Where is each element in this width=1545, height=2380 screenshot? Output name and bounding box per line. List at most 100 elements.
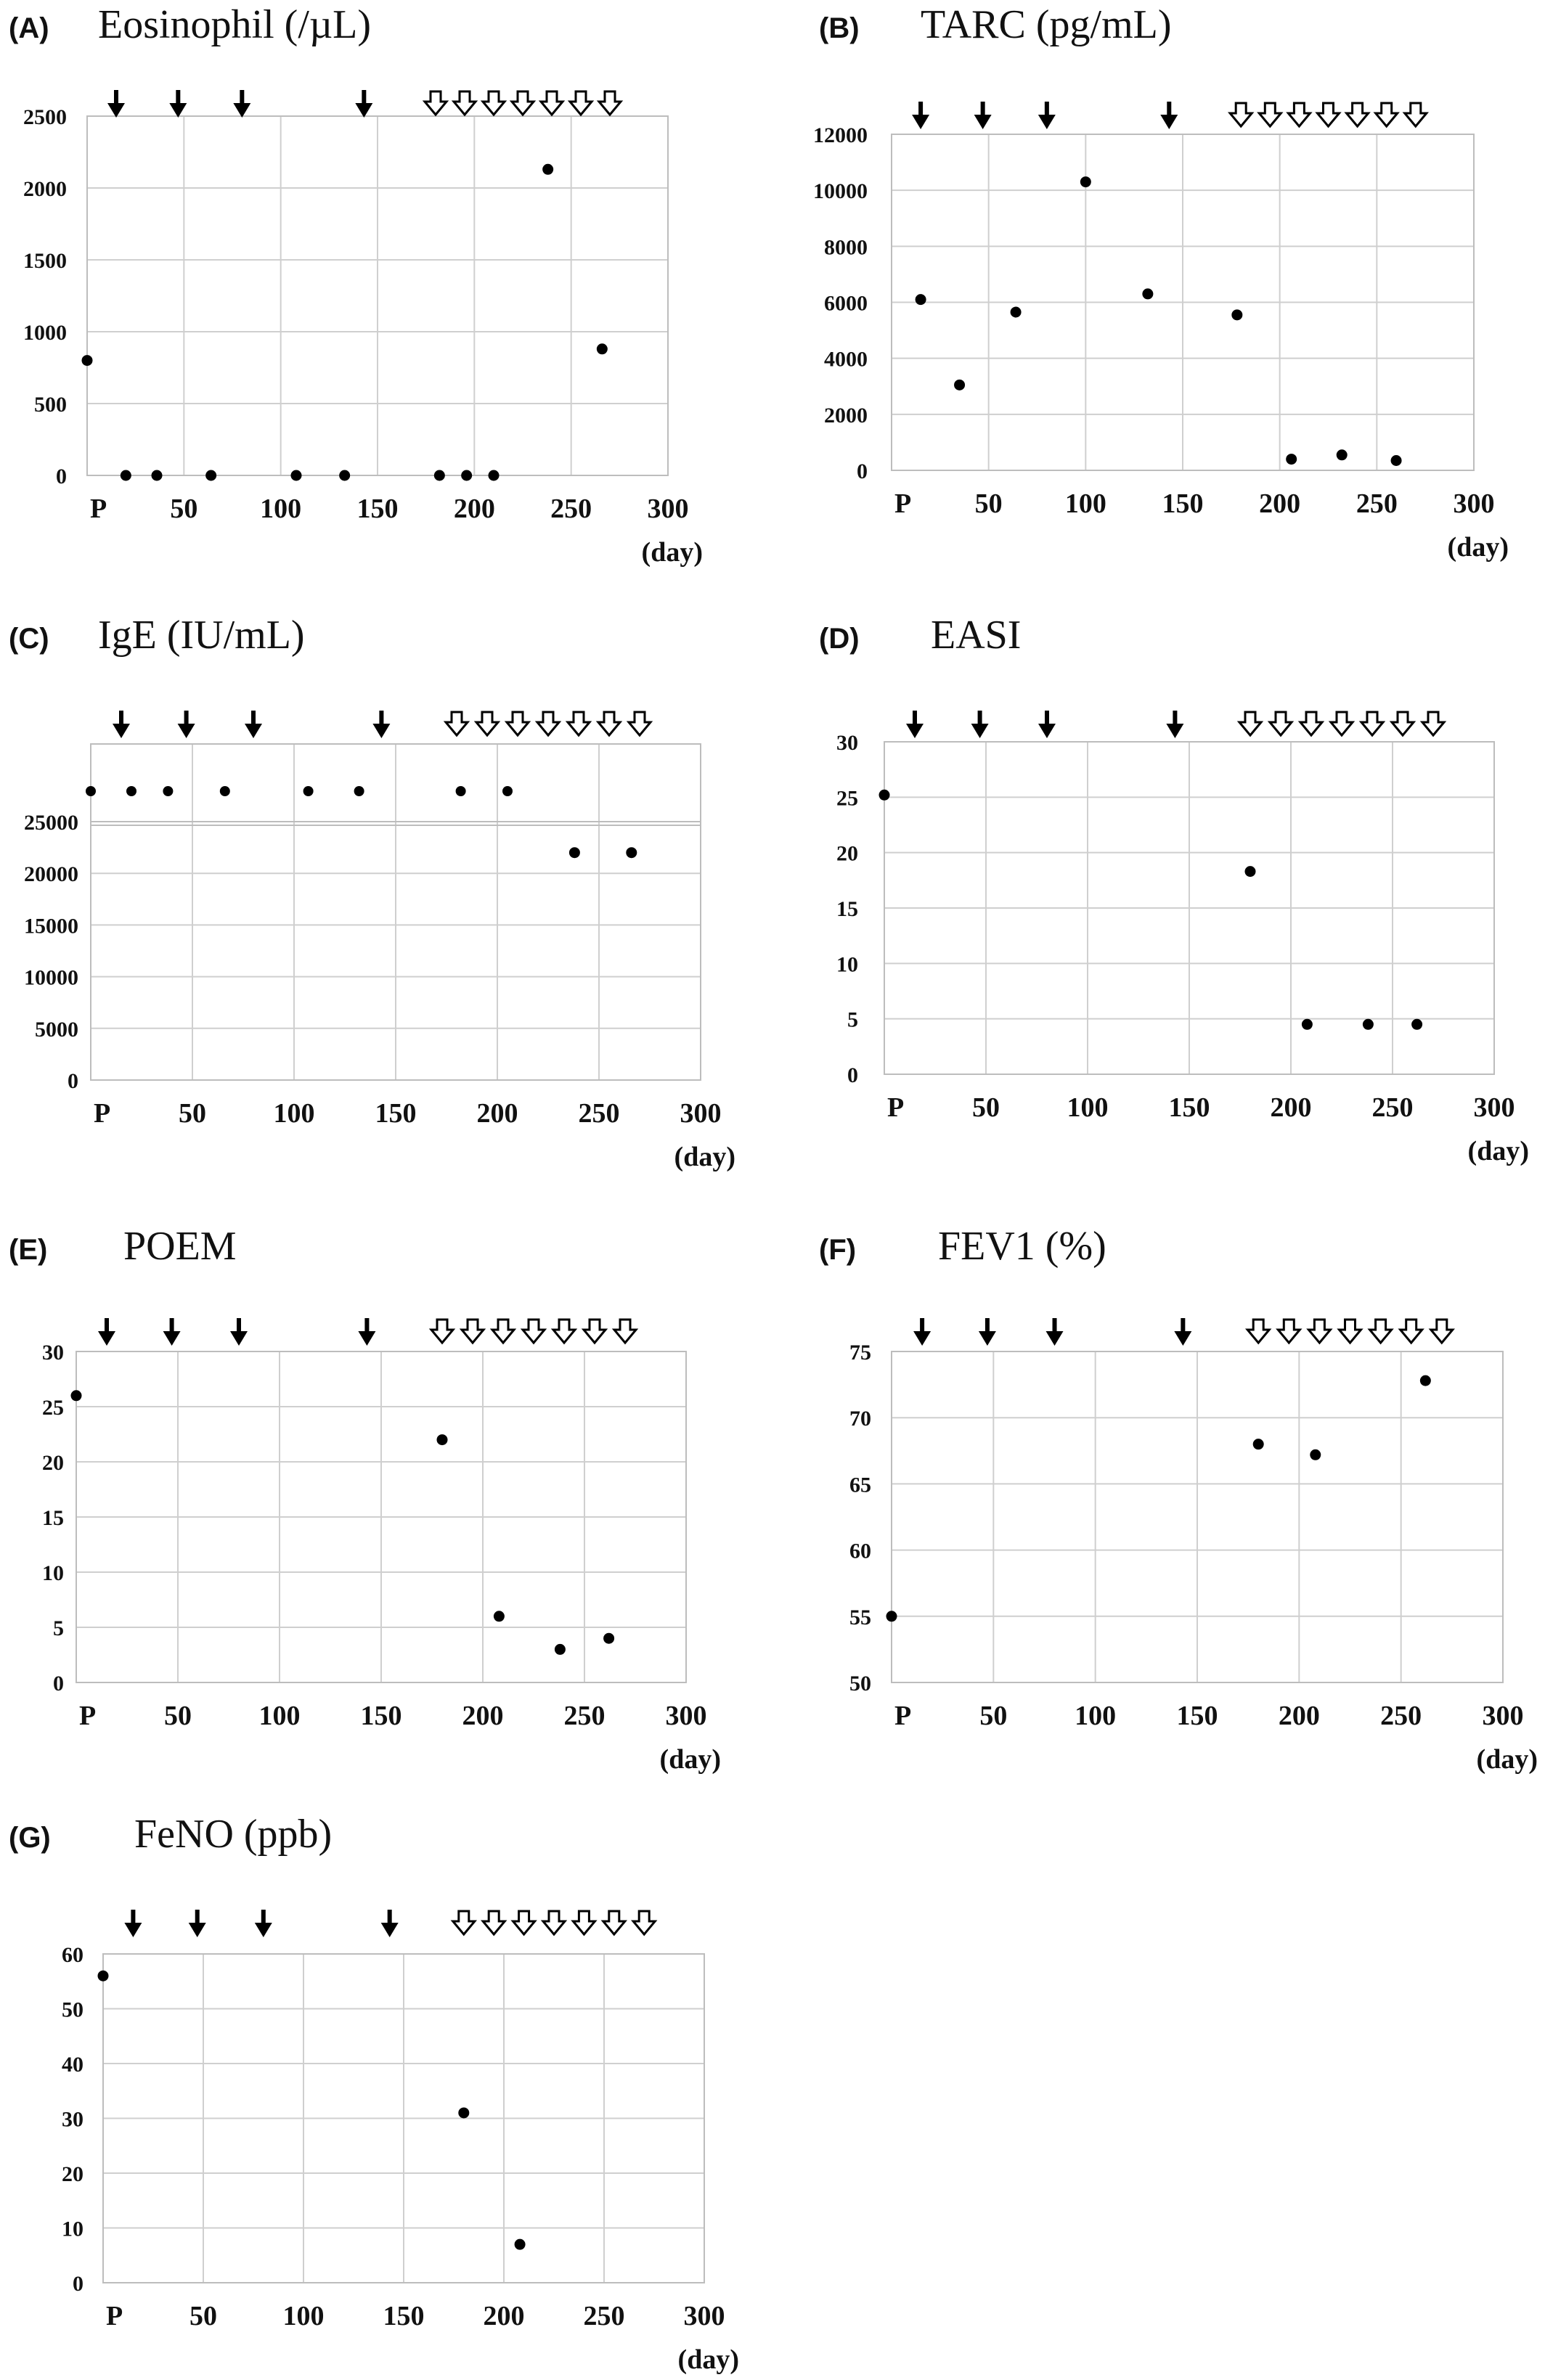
y-tick-label: 10	[42, 1561, 64, 1585]
strip-data-point	[86, 786, 96, 796]
data-point	[1411, 1018, 1423, 1030]
x-tick-label: P	[894, 488, 911, 519]
data-point	[1362, 1018, 1374, 1030]
x-tick-label: 300	[648, 494, 689, 524]
open-arrow-icon	[595, 711, 623, 737]
y-tick-label: 0	[56, 465, 67, 488]
x-tick-label: 250	[1380, 1701, 1422, 1731]
x-tick-label: 200	[462, 1701, 504, 1731]
data-point	[626, 847, 637, 859]
data-point	[954, 379, 966, 390]
solid-arrow-icon	[1166, 711, 1184, 738]
y-tick-label: 65	[849, 1473, 871, 1497]
solid-arrow-icon	[124, 1910, 142, 1937]
open-arrow-icon	[596, 90, 624, 117]
y-tick-label: 30	[62, 2108, 83, 2132]
data-point	[339, 470, 351, 481]
y-tick-label: 1000	[23, 321, 67, 345]
solid-arrow-icon	[912, 102, 930, 129]
panel-g: (G) FeNO (ppb) 0 10 20 30 40 50 60 P 50 100 150 200 25…	[9, 1812, 739, 2375]
open-arrow-icon	[1257, 102, 1284, 128]
data-point	[1310, 1449, 1321, 1460]
strip-data-point	[455, 786, 466, 796]
panel-title: TARC (pg/mL)	[921, 2, 1172, 47]
y-tick-label: 0	[847, 1063, 858, 1087]
panel-letter: (E)	[9, 1234, 47, 1266]
solid-arrow-icon	[113, 711, 130, 738]
x-tick-label: 100	[1067, 1092, 1109, 1123]
open-arrow-icon	[473, 711, 501, 737]
x-tick-label: P	[90, 494, 107, 524]
data-point	[433, 470, 445, 481]
strip-data-point	[354, 786, 364, 796]
y-tick-label: 20000	[24, 862, 78, 886]
x-tick-label: 250	[1372, 1092, 1414, 1123]
open-arrow-icon	[1297, 711, 1325, 737]
open-arrow-icon	[520, 1318, 547, 1345]
open-arrow-icon	[1367, 1318, 1394, 1345]
y-tick-label: 55	[849, 1606, 871, 1629]
x-tick-label: 200	[477, 1098, 518, 1129]
y-tick-label: 20	[42, 1451, 64, 1475]
x-tick-label: 250	[1356, 488, 1398, 519]
data-point	[915, 294, 926, 306]
open-arrow-icon	[1286, 102, 1313, 128]
solid-arrow-icon	[245, 711, 262, 738]
data-point	[514, 2238, 526, 2250]
y-tick-label: 2000	[23, 177, 67, 201]
solid-arrow-icon	[98, 1318, 115, 1346]
data-point	[1419, 1375, 1431, 1386]
data-point	[151, 470, 163, 481]
x-tick-label: P	[106, 2301, 123, 2331]
x-tick-label: 150	[357, 494, 399, 524]
solid-arrow-icon	[358, 1318, 376, 1346]
open-arrow-icon	[1389, 711, 1416, 737]
open-arrow-icon	[451, 90, 478, 117]
x-axis-unit: (day)	[674, 1142, 735, 1172]
panel-letter: (G)	[9, 1822, 51, 1854]
y-tick-label: 0	[53, 1672, 64, 1696]
plot-frame	[102, 1953, 705, 2283]
data-point	[461, 470, 473, 481]
strip-data-point	[502, 786, 513, 796]
open-arrow-icon	[504, 711, 531, 737]
open-arrow-icon	[1428, 1318, 1456, 1345]
x-tick-label: 200	[484, 2301, 525, 2331]
y-tick-label: 5000	[35, 1018, 78, 1042]
plot-frame	[76, 1351, 687, 1683]
data-point	[879, 789, 890, 801]
y-tick-label: 75	[849, 1341, 871, 1365]
open-arrow-icon	[489, 1318, 517, 1345]
panel-letter: (B)	[819, 12, 860, 44]
open-arrow-icon	[1328, 711, 1356, 737]
plot-frame	[884, 741, 1495, 1075]
solid-arrow-icon	[169, 90, 187, 118]
panel-title: FeNO (ppb)	[134, 1812, 332, 1857]
solid-arrow-icon	[1160, 102, 1178, 129]
y-tick-label: 1500	[23, 249, 67, 273]
x-tick-label: 50	[972, 1092, 1000, 1123]
x-tick-label: 200	[1271, 1092, 1312, 1123]
open-arrow-icon	[510, 1910, 537, 1937]
y-tick-label: 5	[53, 1616, 64, 1640]
x-tick-label: P	[94, 1098, 110, 1129]
x-tick-label: 300	[1454, 488, 1495, 519]
open-arrow-icon	[1398, 1318, 1424, 1345]
y-tick-label: 15	[836, 897, 858, 921]
solid-arrow-icon	[107, 90, 125, 118]
data-point	[603, 1632, 615, 1644]
plot-frame	[891, 134, 1475, 471]
data-point	[554, 1643, 566, 1655]
x-axis-unit: (day)	[1468, 1136, 1529, 1166]
y-tick-label: 25	[836, 786, 858, 810]
solid-arrow-icon	[978, 1318, 996, 1346]
y-tick-label: 70	[849, 1407, 871, 1431]
strip-data-point	[219, 786, 230, 796]
x-tick-label: 50	[179, 1098, 206, 1129]
y-tick-label: 60	[62, 1943, 83, 1967]
open-arrow-icon	[1236, 711, 1264, 737]
panel-letter: (C)	[9, 623, 49, 655]
panel-a: (A) Eosinophil (/µL) 0 500 1000 1500 2000 2500 P…	[9, 2, 703, 568]
strip-data-point	[126, 786, 136, 796]
panel-b: (B) TARC (pg/mL) 0 2000 4000 6000 8000 10000 120…	[813, 2, 1509, 563]
